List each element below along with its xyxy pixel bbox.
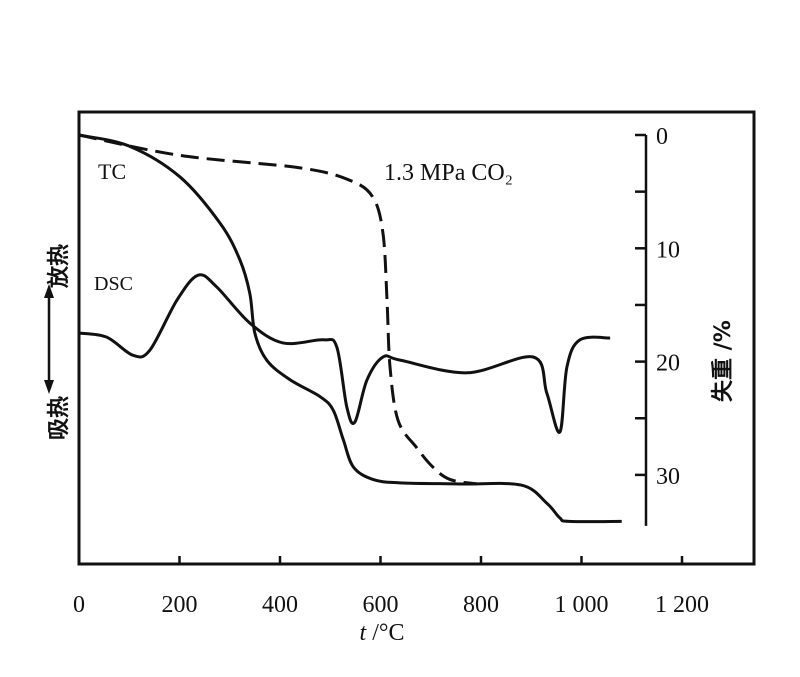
left-label-endothermic: 吸热	[46, 396, 72, 440]
series-1-3-mpa-co-curve	[78, 133, 478, 486]
series-dsc-curve	[78, 273, 611, 434]
plot-frame	[77, 110, 756, 566]
right-tick-label: 30	[656, 464, 680, 490]
annotation-dsc: DSC	[94, 273, 133, 295]
x-tick-label: 1 000	[555, 592, 609, 618]
annotation-co2: 1.3 MPa CO₂	[384, 160, 513, 186]
left-label-exothermic: 放热	[46, 244, 72, 289]
arrow-down-head	[44, 380, 54, 394]
x-tick-label: 600	[363, 592, 399, 618]
x-tick-label: 200	[162, 592, 198, 618]
right-axis-label: 失重 /%	[711, 320, 736, 402]
left-axis-label: 吸热 放热	[44, 244, 72, 440]
right-tick-label: 10	[656, 237, 680, 263]
series-tc-curve	[78, 133, 622, 524]
right-tick-label: 0	[656, 124, 668, 150]
x-tick-label: 800	[463, 592, 499, 618]
right-tick-label: 20	[656, 351, 680, 377]
x-tick-label: 1 200	[655, 592, 709, 618]
annotation-tc: TC	[98, 159, 126, 184]
x-tick-label: 400	[262, 592, 298, 618]
x-axis-label: t /°C	[360, 620, 405, 646]
arrow-up-head	[44, 284, 54, 298]
x-tick-label: 0	[73, 592, 85, 618]
